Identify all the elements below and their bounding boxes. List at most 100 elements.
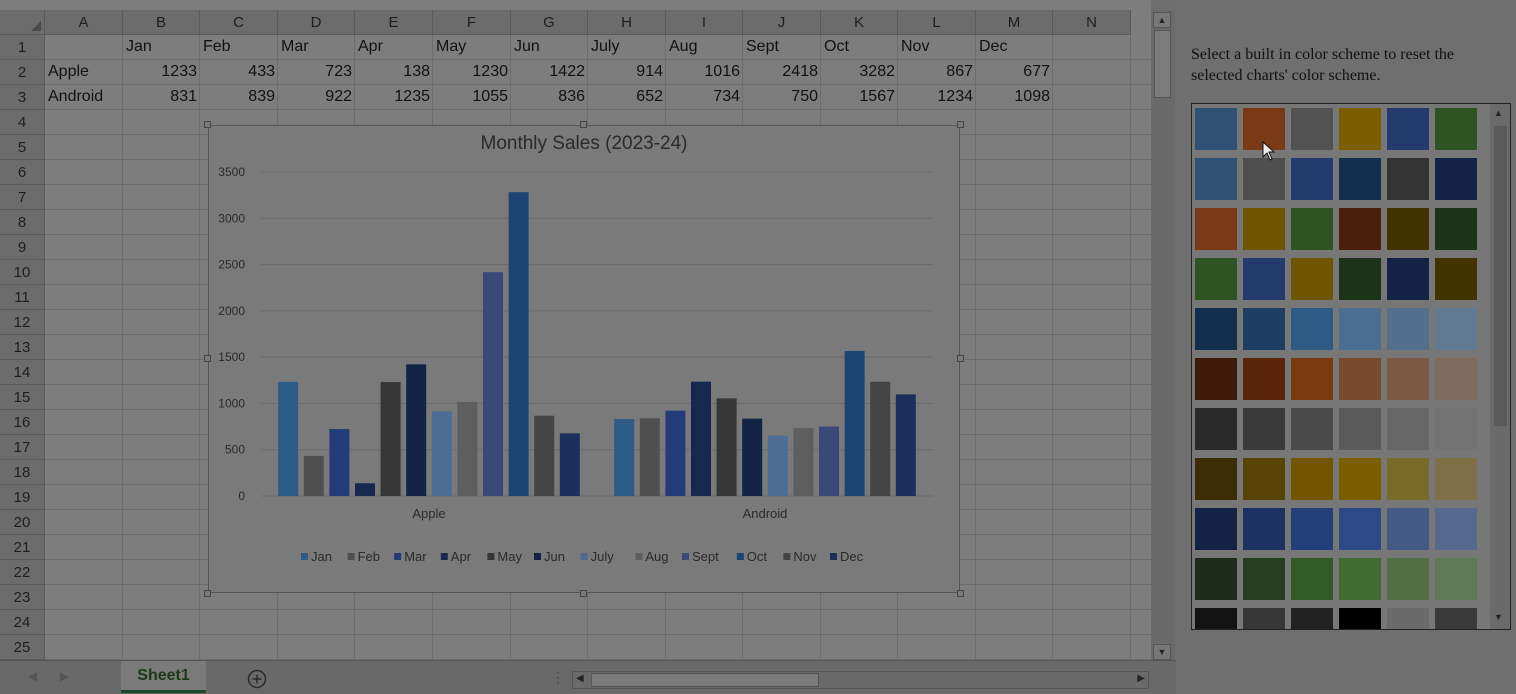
color-swatch[interactable] xyxy=(1243,158,1285,200)
row-header-15[interactable]: 15 xyxy=(0,385,45,410)
cell-value[interactable]: 839 xyxy=(248,88,275,105)
cell-value[interactable]: 867 xyxy=(946,63,973,80)
row-header-23[interactable]: 23 xyxy=(0,585,45,610)
column-header-g[interactable]: G xyxy=(511,10,588,35)
cell-value[interactable]: 1016 xyxy=(704,63,740,80)
cell-value[interactable]: 2418 xyxy=(782,63,818,80)
color-scheme-list[interactable]: ▲ ▼ xyxy=(1191,103,1511,630)
scroll-down-icon[interactable]: ▼ xyxy=(1153,644,1171,660)
row-header-18[interactable]: 18 xyxy=(0,460,45,485)
row-header-21[interactable]: 21 xyxy=(0,535,45,560)
cell-value[interactable]: 433 xyxy=(248,63,275,80)
row-header-7[interactable]: 7 xyxy=(0,185,45,210)
color-swatch[interactable] xyxy=(1435,508,1477,550)
row-header-22[interactable]: 22 xyxy=(0,560,45,585)
cell-header[interactable]: May xyxy=(436,38,467,55)
row-header-2[interactable]: 2 xyxy=(0,60,45,85)
vertical-scrollbar[interactable]: ▲ ▼ xyxy=(1151,10,1175,664)
palette-scrollbar[interactable]: ▲ ▼ xyxy=(1490,104,1510,629)
color-swatch[interactable] xyxy=(1195,258,1237,300)
chart-resize-handle[interactable] xyxy=(957,590,964,597)
color-swatch[interactable] xyxy=(1435,358,1477,400)
column-header-k[interactable]: K xyxy=(821,10,898,35)
color-swatch[interactable] xyxy=(1243,508,1285,550)
color-swatch[interactable] xyxy=(1387,608,1429,629)
color-swatch[interactable] xyxy=(1291,558,1333,600)
palette-scroll-up-icon[interactable]: ▲ xyxy=(1494,108,1503,118)
cell-row-label[interactable]: Android xyxy=(48,88,104,105)
cell-value[interactable]: 1233 xyxy=(161,63,197,80)
cell-row-label[interactable]: Apple xyxy=(48,63,89,80)
row-header-10[interactable]: 10 xyxy=(0,260,45,285)
color-swatch[interactable] xyxy=(1387,108,1429,150)
row-header-19[interactable]: 19 xyxy=(0,485,45,510)
cell-header[interactable]: Feb xyxy=(203,38,231,55)
cell-value[interactable]: 1422 xyxy=(549,63,585,80)
row-header-25[interactable]: 25 xyxy=(0,635,45,660)
row-header-6[interactable]: 6 xyxy=(0,160,45,185)
row-header-20[interactable]: 20 xyxy=(0,510,45,535)
row-header-13[interactable]: 13 xyxy=(0,335,45,360)
color-swatch[interactable] xyxy=(1435,558,1477,600)
palette-scroll-down-icon[interactable]: ▼ xyxy=(1494,612,1503,622)
cell-value[interactable]: 723 xyxy=(325,63,352,80)
vertical-scroll-thumb[interactable] xyxy=(1154,30,1171,98)
scroll-up-icon[interactable]: ▲ xyxy=(1153,12,1171,28)
color-swatch[interactable] xyxy=(1339,358,1381,400)
cell-header[interactable]: Dec xyxy=(979,38,1008,55)
cell-value[interactable]: 3282 xyxy=(859,63,895,80)
cell-value[interactable]: 677 xyxy=(1023,63,1050,80)
horizontal-scrollbar[interactable]: ◀ ▶ xyxy=(572,671,1149,689)
color-swatch[interactable] xyxy=(1339,308,1381,350)
splitter-dots-icon[interactable]: ⋮ xyxy=(551,669,565,685)
column-header-d[interactable]: D xyxy=(278,10,355,35)
color-swatch[interactable] xyxy=(1243,608,1285,629)
cell-header[interactable]: Oct xyxy=(824,38,849,55)
color-swatch[interactable] xyxy=(1291,608,1333,629)
color-swatch[interactable] xyxy=(1195,108,1237,150)
column-header-n[interactable]: N xyxy=(1053,10,1131,35)
color-swatch[interactable] xyxy=(1291,408,1333,450)
color-swatch[interactable] xyxy=(1435,258,1477,300)
horizontal-scroll-thumb[interactable] xyxy=(591,673,819,687)
color-swatch[interactable] xyxy=(1435,608,1477,629)
color-swatch[interactable] xyxy=(1339,608,1381,629)
cell-value[interactable]: 750 xyxy=(791,88,818,105)
color-swatch[interactable] xyxy=(1243,358,1285,400)
column-header-b[interactable]: B xyxy=(123,10,200,35)
color-swatch[interactable] xyxy=(1291,358,1333,400)
chart-resize-handle[interactable] xyxy=(204,121,211,128)
cell-value[interactable]: 1055 xyxy=(472,88,508,105)
column-header-j[interactable]: J xyxy=(743,10,821,35)
cell-header[interactable]: Aug xyxy=(669,38,698,55)
cell-value[interactable]: 1230 xyxy=(472,63,508,80)
cell-value[interactable]: 914 xyxy=(636,63,663,80)
cell-header[interactable]: Jun xyxy=(514,38,540,55)
cell-header[interactable]: Nov xyxy=(901,38,930,55)
row-header-11[interactable]: 11 xyxy=(0,285,45,310)
row-header-14[interactable]: 14 xyxy=(0,360,45,385)
color-swatch[interactable] xyxy=(1291,258,1333,300)
color-swatch[interactable] xyxy=(1243,558,1285,600)
color-swatch[interactable] xyxy=(1339,458,1381,500)
color-swatch[interactable] xyxy=(1243,408,1285,450)
color-swatch[interactable] xyxy=(1195,608,1237,629)
cell-value[interactable]: 1235 xyxy=(394,88,430,105)
chart-resize-handle[interactable] xyxy=(957,121,964,128)
color-swatch[interactable] xyxy=(1435,108,1477,150)
color-swatch[interactable] xyxy=(1243,308,1285,350)
chart-resize-handle[interactable] xyxy=(957,355,964,362)
color-swatch[interactable] xyxy=(1243,458,1285,500)
cell-value[interactable]: 1567 xyxy=(859,88,895,105)
cell-header[interactable]: Apr xyxy=(358,38,383,55)
color-swatch[interactable] xyxy=(1339,558,1381,600)
color-swatch[interactable] xyxy=(1387,558,1429,600)
cell-header[interactable]: July xyxy=(591,38,620,55)
cell-value[interactable]: 138 xyxy=(403,63,430,80)
color-swatch[interactable] xyxy=(1435,408,1477,450)
select-all-corner[interactable] xyxy=(0,10,45,35)
column-header-c[interactable]: C xyxy=(200,10,278,35)
color-swatch[interactable] xyxy=(1339,208,1381,250)
palette-scroll-thumb[interactable] xyxy=(1494,126,1507,426)
column-header-a[interactable]: A xyxy=(45,10,123,35)
